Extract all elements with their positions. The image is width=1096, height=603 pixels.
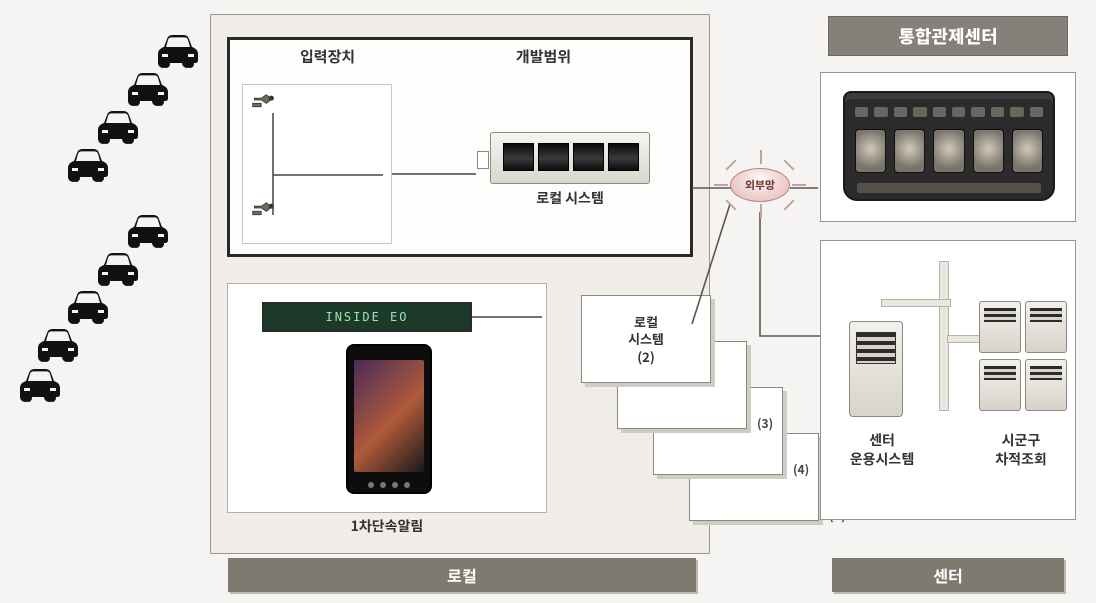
local-system-label: 로컬 시스템: [490, 188, 650, 208]
phone-navdots: [348, 482, 430, 488]
car-icon: [58, 144, 118, 186]
led-sign: INSIDE EO: [262, 302, 472, 332]
input-device-label: 입력장치: [300, 46, 355, 67]
car-icon: [148, 30, 208, 72]
ray: [783, 199, 794, 210]
car-icon: [58, 286, 118, 328]
wall-row-screens: [855, 129, 1043, 173]
center-server-icon: [849, 321, 903, 417]
wall-row-top: [855, 107, 1043, 117]
gov-server-icon: [1025, 301, 1067, 353]
server-body: [490, 132, 650, 184]
ray: [760, 204, 762, 218]
dev-scope-label: 개발범위: [516, 46, 571, 67]
ray: [725, 159, 736, 170]
stack-tag: (4): [793, 461, 809, 478]
video-wall-icon: [843, 91, 1055, 201]
first-notify-label: 1차단속알림: [228, 516, 546, 536]
external-network-node: 외부망: [720, 160, 800, 210]
footer-center-bar: 센터: [832, 558, 1064, 592]
center-title-bar: 통합관제센터: [828, 16, 1068, 56]
car-icon: [28, 324, 88, 366]
display-wall-box: [820, 72, 1076, 222]
diagram-root: 입력장치 개발범위: [0, 0, 1096, 603]
server-port: [477, 151, 489, 169]
ray: [783, 159, 794, 170]
external-network-label: 외부망: [730, 168, 790, 202]
car-icon: [10, 364, 70, 406]
gov-server-icon: [979, 359, 1021, 411]
footer-local-bar: 로컬: [228, 558, 696, 592]
development-scope-box: 입력장치 개발범위: [227, 37, 693, 257]
phone-screen: [354, 360, 424, 472]
led-connector: [472, 316, 542, 318]
center-ops-box: 센터 운용시스템 시군구 차적조회: [820, 240, 1076, 520]
first-notify-box: INSIDE EO 1차단속알림: [227, 283, 547, 513]
ray: [725, 199, 736, 210]
camera-wiring: [243, 85, 393, 245]
car-icon: [118, 210, 178, 252]
local-panel: 입력장치 개발범위: [210, 14, 710, 554]
car-icon: [88, 248, 148, 290]
local-system-server: 로컬 시스템: [490, 132, 650, 196]
gov-server-icon: [1025, 359, 1067, 411]
network-hbar: [881, 299, 951, 307]
server-slots: [503, 143, 639, 171]
smartphone-icon: [346, 344, 432, 494]
car-icon: [88, 106, 148, 148]
wall-base: [857, 183, 1041, 193]
input-devices-region: [242, 84, 392, 244]
center-ops-label: 센터 운용시스템: [827, 431, 937, 469]
ray: [760, 150, 762, 164]
ray: [792, 184, 806, 186]
ray: [714, 184, 728, 186]
gov-server-icon: [979, 301, 1021, 353]
gov-lookup-label: 시군구 차적조회: [971, 431, 1071, 469]
car-icon: [118, 68, 178, 110]
link-to-server: [390, 84, 490, 244]
